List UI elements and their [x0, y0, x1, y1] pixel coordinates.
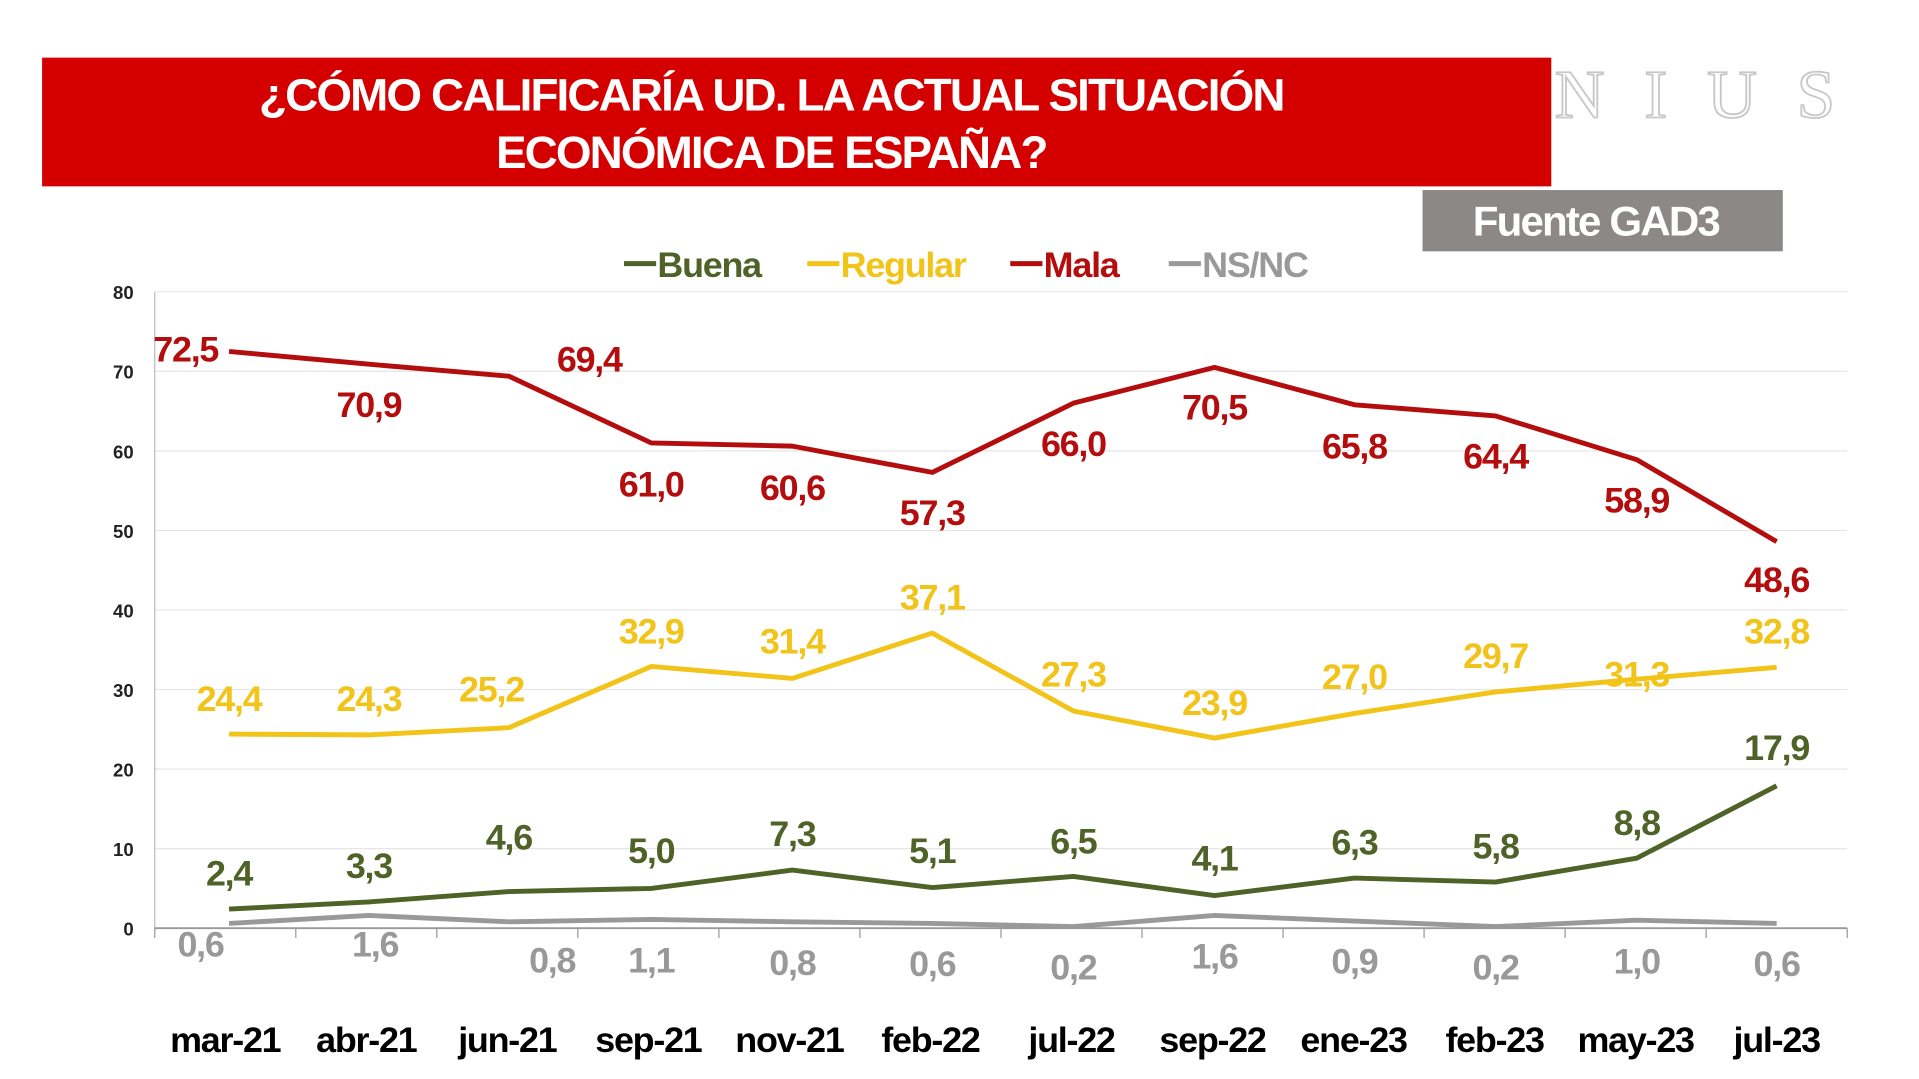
data-label: 64,4 — [1463, 437, 1529, 477]
x-tick-label: mar-21 — [170, 1020, 281, 1060]
data-labels: 2,4 3,3 4,6 5,0 7,3 5,1 6,5 4,1 6,3 5,8 8,8 17,9 24,… — [153, 330, 1810, 988]
y-tick-label: 0 — [123, 919, 133, 940]
data-label: 60,6 — [760, 468, 825, 508]
series-line-mala — [228, 349, 1778, 544]
x-tick-label: ene-23 — [1300, 1020, 1407, 1060]
data-label: 1,6 — [1191, 937, 1238, 977]
data-label: 1,1 — [628, 940, 675, 980]
data-label: 70,5 — [1182, 387, 1247, 427]
data-label: 32,9 — [619, 612, 684, 652]
data-label: 65,8 — [1322, 427, 1387, 467]
data-label: 24,4 — [197, 679, 263, 719]
legend-label: NS/NC — [1202, 245, 1308, 285]
data-label: 57,3 — [900, 493, 965, 533]
x-tick-label: may-23 — [1577, 1020, 1694, 1060]
chart-title-line2: ECONÓMICA DE ESPAÑA? — [496, 126, 1047, 178]
data-label: 5,0 — [628, 831, 675, 871]
x-tick-label: feb-22 — [881, 1020, 980, 1060]
x-axis-labels: mar-21 abr-21 jun-21 sep-21 nov-21 feb-22 jul-… — [170, 1020, 1821, 1060]
data-label: 2,4 — [206, 853, 254, 893]
series-lines — [228, 349, 1778, 930]
data-label: 29,7 — [1463, 636, 1528, 676]
data-label: 5,8 — [1472, 826, 1519, 866]
y-tick-label: 30 — [113, 680, 134, 701]
x-tick-label: sep-22 — [1159, 1020, 1266, 1060]
data-label: 72,5 — [153, 330, 218, 370]
data-label: 6,3 — [1331, 823, 1378, 863]
legend-label: Regular — [841, 245, 967, 285]
x-tick-label: feb-23 — [1445, 1020, 1544, 1060]
data-label: 58,9 — [1604, 481, 1669, 521]
data-label: 1,0 — [1614, 942, 1661, 982]
legend: Buena Regular Mala NS/NC — [623, 245, 1309, 285]
data-label: 25,2 — [459, 670, 524, 710]
y-tick-label: 10 — [113, 839, 134, 860]
y-tick-label: 50 — [113, 521, 134, 542]
data-label: 0,6 — [909, 944, 956, 984]
data-label: 31,4 — [760, 622, 826, 662]
data-label: 70,9 — [336, 385, 401, 425]
nius-logo: NIUS — [1555, 57, 1875, 133]
title-banner — [42, 57, 1552, 187]
data-label: 27,0 — [1322, 657, 1387, 697]
x-tick-label: nov-21 — [735, 1020, 844, 1060]
y-tick-label: 70 — [113, 362, 134, 383]
series-line-nsnc — [228, 913, 1777, 930]
x-tick-label: jul-23 — [1733, 1020, 1821, 1060]
data-label: 32,8 — [1744, 612, 1809, 652]
y-tick-label: 60 — [113, 441, 134, 462]
grid: 0 10 20 30 40 50 60 70 80 — [113, 282, 1848, 940]
data-label: 23,9 — [1182, 683, 1247, 723]
chart-title-line1: ¿CÓMO CALIFICARÍA UD. LA ACTUAL SITUACIÓ… — [259, 69, 1284, 121]
y-tick-label: 80 — [113, 282, 134, 303]
data-label: 66,0 — [1041, 424, 1106, 464]
data-label: 4,1 — [1191, 839, 1238, 879]
data-label: 61,0 — [619, 465, 684, 505]
series-line-regular — [229, 630, 1777, 741]
source-box — [1422, 190, 1783, 252]
data-label: 31,3 — [1604, 655, 1669, 695]
x-tick-label: abr-21 — [316, 1020, 417, 1060]
data-label: 48,6 — [1744, 560, 1809, 600]
source-label: Fuente GAD3 — [1473, 198, 1720, 245]
x-tick-label: jul-22 — [1027, 1020, 1115, 1060]
legend-label: Buena — [657, 245, 763, 285]
data-label: 8,8 — [1614, 803, 1661, 843]
data-label: 0,6 — [1754, 944, 1801, 984]
data-label: 5,1 — [909, 831, 956, 871]
data-label: 7,3 — [769, 814, 816, 854]
data-label: 4,6 — [486, 818, 533, 858]
y-tick-label: 20 — [113, 760, 134, 781]
data-label: 37,1 — [900, 578, 965, 618]
data-label: 0,2 — [1472, 948, 1519, 988]
data-label: 6,5 — [1050, 822, 1097, 862]
data-label: 1,6 — [352, 925, 399, 965]
legend-label: Mala — [1044, 245, 1121, 285]
data-label: 0,8 — [529, 940, 576, 980]
y-tick-label: 40 — [113, 600, 134, 621]
data-label: 0,9 — [1331, 942, 1378, 982]
data-label: 69,4 — [557, 340, 623, 380]
data-label: 0,6 — [177, 925, 224, 965]
x-tick-label: jun-21 — [457, 1020, 557, 1060]
data-label: 0,2 — [1050, 948, 1097, 988]
data-label: 27,3 — [1041, 655, 1106, 695]
x-tick-label: sep-21 — [595, 1020, 702, 1060]
data-label: 0,8 — [769, 943, 816, 983]
data-label: 17,9 — [1744, 728, 1809, 768]
data-label: 3,3 — [346, 846, 393, 886]
series-line-buena — [228, 783, 1778, 912]
data-label: 24,3 — [336, 679, 401, 719]
